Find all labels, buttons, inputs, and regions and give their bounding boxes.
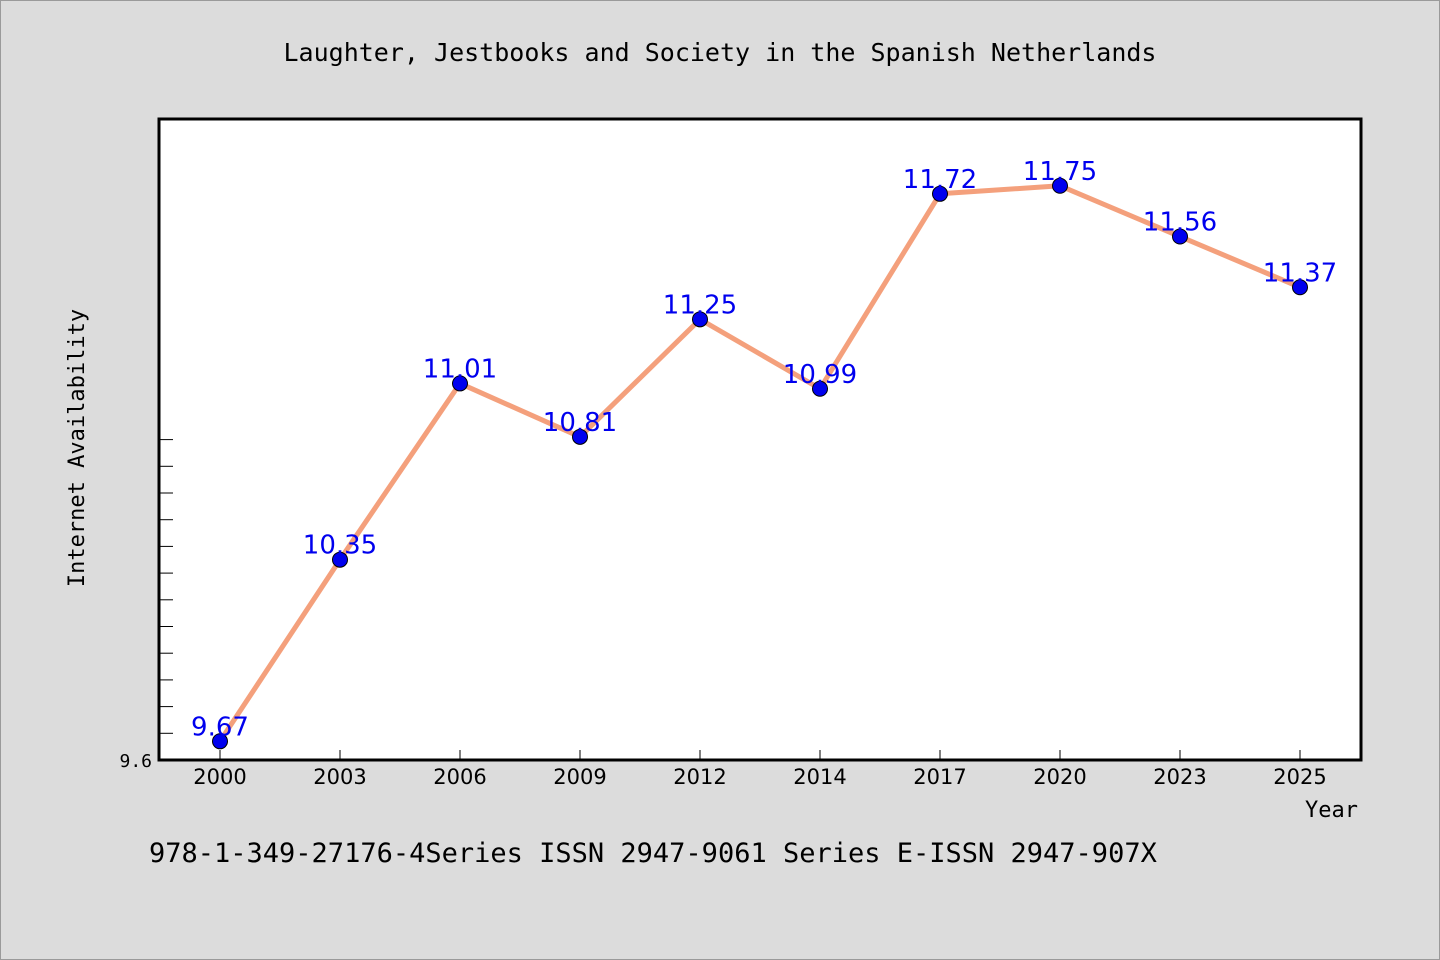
x-tick-label-2012: 2012	[673, 765, 726, 789]
footer-isbn-text: 978-1-349-27176-4Series ISSN 2947-9061 S…	[149, 838, 1157, 869]
x-axis-label: Year	[1305, 798, 1358, 823]
data-label-2009: 10.81	[543, 408, 617, 438]
y-axis-ticks	[159, 439, 173, 734]
data-point-2025	[1292, 279, 1308, 296]
x-tick-label-2003: 2003	[313, 765, 366, 789]
data-label-2020: 11.75	[1023, 157, 1097, 187]
data-label-2012: 11.25	[663, 290, 737, 320]
data-point-2009	[572, 428, 588, 445]
data-point-2023	[1172, 228, 1188, 245]
chart-title: Laughter, Jestbooks and Society in the S…	[284, 38, 1157, 67]
data-label-2003: 10.35	[303, 531, 377, 561]
data-label-2006: 11.01	[423, 354, 497, 384]
y-tick-label-9.6: 9.6	[119, 751, 152, 772]
data-labels: 9.67 10.35 11.01 10.81 11.25 10.99 11.72 11.75 1…	[191, 157, 1337, 743]
x-tick-label-2017: 2017	[913, 765, 966, 789]
x-tick-label-2025: 2025	[1273, 765, 1326, 789]
x-tick-label-2009: 2009	[553, 765, 606, 789]
data-point-2000	[212, 733, 228, 750]
data-point-2012	[692, 311, 708, 328]
data-label-2025: 11.37	[1263, 258, 1337, 288]
x-tick-label-2023: 2023	[1153, 765, 1206, 789]
data-markers	[212, 177, 1308, 750]
x-tick-label-2014: 2014	[793, 765, 846, 789]
data-label-2000: 9.67	[191, 712, 249, 742]
series-line	[217, 183, 1303, 744]
data-label-2017: 11.72	[903, 165, 977, 195]
y-axis-label: Internet Availability	[65, 309, 90, 587]
data-point-2020	[1052, 177, 1068, 194]
data-point-2017	[932, 185, 948, 202]
data-point-2003	[332, 551, 348, 568]
data-label-2014: 10.99	[783, 360, 857, 390]
x-axis-ticks	[219, 750, 1301, 760]
x-axis-tick-labels: 2000 2003 2006 2009 2012 2014 2017 2020 2023 2025	[193, 765, 1326, 789]
x-tick-label-2020: 2020	[1033, 765, 1086, 789]
x-tick-label-2006: 2006	[433, 765, 486, 789]
data-label-2023: 11.56	[1143, 208, 1217, 238]
data-point-2014	[812, 380, 828, 397]
x-tick-label-2000: 2000	[193, 765, 246, 789]
data-point-2006	[452, 375, 468, 392]
